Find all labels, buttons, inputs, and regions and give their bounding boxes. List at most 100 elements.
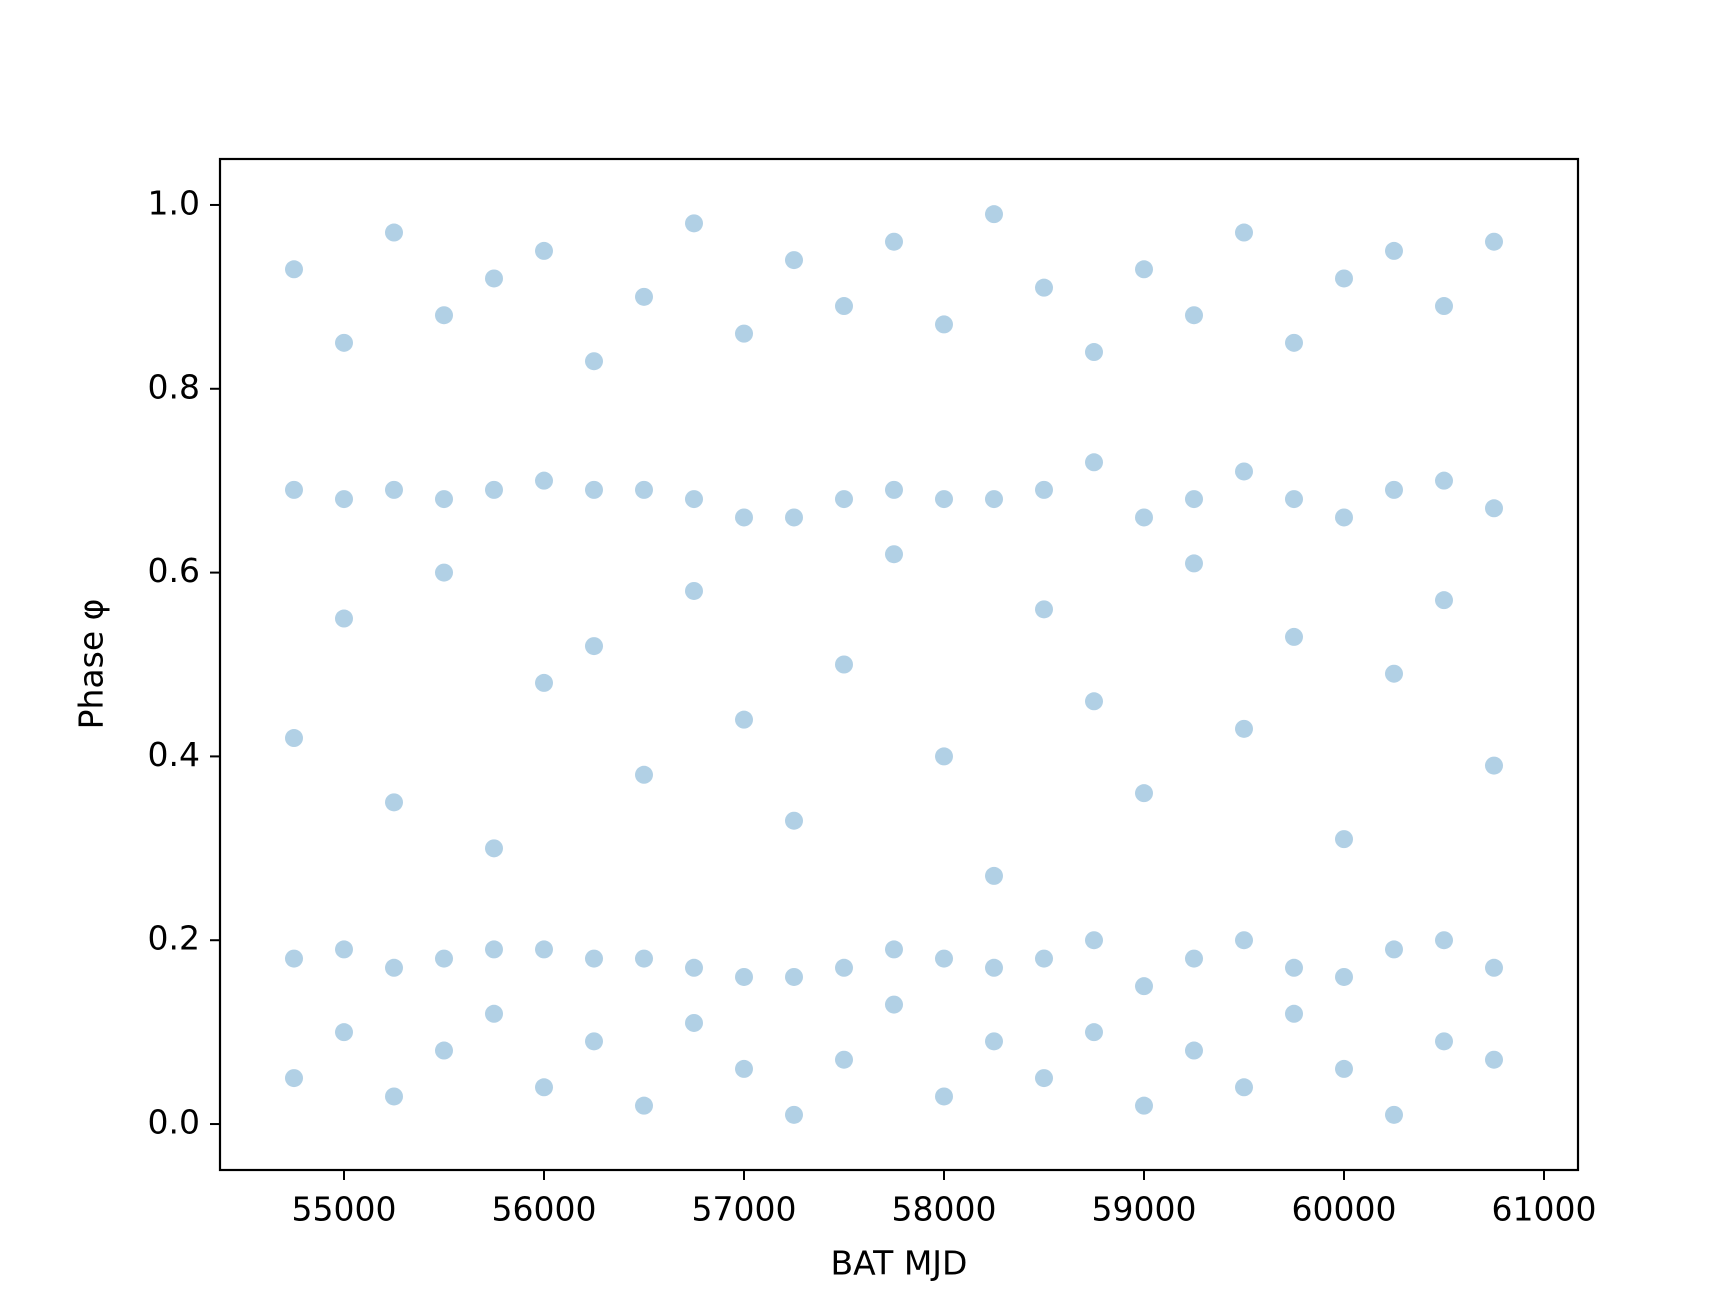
- data-point: [1335, 269, 1353, 288]
- data-point: [435, 563, 453, 582]
- data-point: [985, 490, 1003, 509]
- data-point: [335, 490, 353, 509]
- data-point: [1235, 223, 1253, 242]
- data-point: [1385, 480, 1403, 499]
- data-point: [285, 729, 303, 748]
- data-point: [1285, 490, 1303, 509]
- data-point: [885, 480, 903, 499]
- data-point: [735, 1059, 753, 1078]
- data-point: [685, 581, 703, 600]
- data-point: [1185, 490, 1203, 509]
- data-point: [1085, 453, 1103, 472]
- data-point: [985, 958, 1003, 977]
- data-point: [885, 940, 903, 959]
- y-tick-label: 1.0: [148, 183, 200, 222]
- data-point: [285, 1069, 303, 1088]
- data-point: [635, 287, 653, 306]
- data-point: [1085, 343, 1103, 362]
- data-point: [585, 637, 603, 656]
- data-point: [885, 545, 903, 564]
- data-point: [1385, 1105, 1403, 1124]
- data-point: [485, 480, 503, 499]
- x-tick-label: 61000: [1492, 1190, 1597, 1229]
- data-point: [1485, 232, 1503, 251]
- y-tick-label: 0.0: [148, 1103, 200, 1142]
- data-point: [1135, 977, 1153, 996]
- data-point: [485, 940, 503, 959]
- data-point: [685, 490, 703, 509]
- data-point: [1385, 940, 1403, 959]
- data-point: [535, 940, 553, 959]
- data-point: [985, 205, 1003, 224]
- data-point: [1085, 692, 1103, 711]
- data-point: [1285, 627, 1303, 646]
- data-point: [1335, 1059, 1353, 1078]
- data-point: [435, 1041, 453, 1060]
- data-point: [685, 1013, 703, 1032]
- data-point: [1035, 949, 1053, 968]
- x-tick-label: 57000: [692, 1190, 797, 1229]
- data-point: [335, 1023, 353, 1042]
- data-point: [1185, 949, 1203, 968]
- data-point: [535, 471, 553, 490]
- data-point: [1135, 260, 1153, 279]
- data-point: [1085, 1023, 1103, 1042]
- data-point: [1435, 471, 1453, 490]
- data-point: [885, 995, 903, 1014]
- data-point: [735, 324, 753, 343]
- data-point: [535, 673, 553, 692]
- data-point: [335, 333, 353, 352]
- data-point: [685, 958, 703, 977]
- data-point: [785, 251, 803, 270]
- data-point: [685, 214, 703, 233]
- data-point: [1235, 719, 1253, 738]
- data-point: [485, 839, 503, 858]
- x-tick-label: 60000: [1292, 1190, 1397, 1229]
- data-point: [935, 315, 953, 334]
- data-point: [1335, 830, 1353, 849]
- data-point: [835, 490, 853, 509]
- data-point: [585, 949, 603, 968]
- y-tick-label: 0.4: [148, 735, 200, 774]
- data-point: [1135, 784, 1153, 803]
- data-point: [285, 260, 303, 279]
- data-point: [985, 866, 1003, 885]
- data-point: [735, 508, 753, 527]
- data-point: [1485, 958, 1503, 977]
- data-point: [1385, 664, 1403, 683]
- x-tick-label: 56000: [492, 1190, 597, 1229]
- y-axis-label: Phase φ: [72, 599, 111, 730]
- data-point: [435, 306, 453, 325]
- data-point: [1235, 462, 1253, 481]
- data-point: [535, 241, 553, 260]
- data-point: [835, 958, 853, 977]
- data-point: [1285, 333, 1303, 352]
- data-point: [1035, 278, 1053, 297]
- data-point: [385, 480, 403, 499]
- data-point: [335, 609, 353, 628]
- data-point: [585, 352, 603, 371]
- data-point: [1185, 554, 1203, 573]
- data-point: [1385, 241, 1403, 260]
- x-tick-label: 58000: [892, 1190, 997, 1229]
- data-point: [1335, 967, 1353, 986]
- data-point: [385, 958, 403, 977]
- plot-area: [285, 205, 1503, 1124]
- data-point: [635, 765, 653, 784]
- data-point: [1485, 756, 1503, 775]
- data-point: [1235, 931, 1253, 950]
- data-point: [535, 1078, 553, 1097]
- axes-frame: [218, 157, 1580, 1172]
- data-point: [1235, 1078, 1253, 1097]
- y-tick-label: 0.6: [148, 551, 200, 590]
- data-point: [1485, 1050, 1503, 1069]
- data-point: [935, 747, 953, 766]
- data-point: [985, 1032, 1003, 1051]
- data-point: [1035, 600, 1053, 619]
- x-axis-label: BAT MJD: [831, 1244, 968, 1283]
- data-point: [1285, 1004, 1303, 1023]
- data-point: [1285, 958, 1303, 977]
- data-point: [385, 1087, 403, 1106]
- data-point: [835, 1050, 853, 1069]
